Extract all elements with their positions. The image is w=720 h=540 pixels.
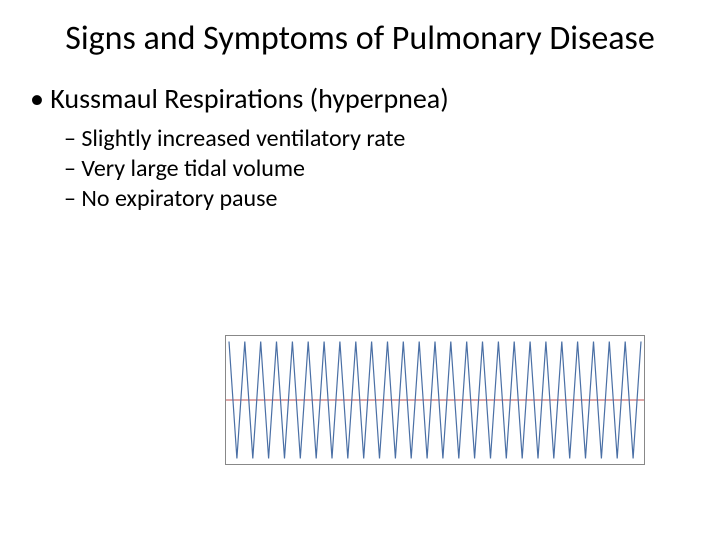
chart-border [225, 335, 645, 465]
bullet-l1-text: Kussmaul Respirations (hyperpnea) [50, 81, 448, 116]
bullet-l2-item: No expiratory pause [64, 184, 690, 214]
bullet-list-l1: Kussmaul Respirations (hyperpnea) Slight… [30, 81, 690, 214]
slide-title: Signs and Symptoms of Pulmonary Disease [0, 20, 720, 57]
bullet-list-l2: Slightly increased ventilatory rate Very… [30, 116, 690, 214]
respiration-waveform-chart [225, 335, 645, 465]
bullet-l2-item: Very large tidal volume [64, 154, 690, 184]
bullet-l2-item: Slightly increased ventilatory rate [64, 124, 690, 154]
slide: Signs and Symptoms of Pulmonary Disease … [0, 0, 720, 540]
slide-body: Kussmaul Respirations (hyperpnea) Slight… [0, 57, 720, 214]
bullet-l1-item: Kussmaul Respirations (hyperpnea) Slight… [30, 81, 690, 214]
